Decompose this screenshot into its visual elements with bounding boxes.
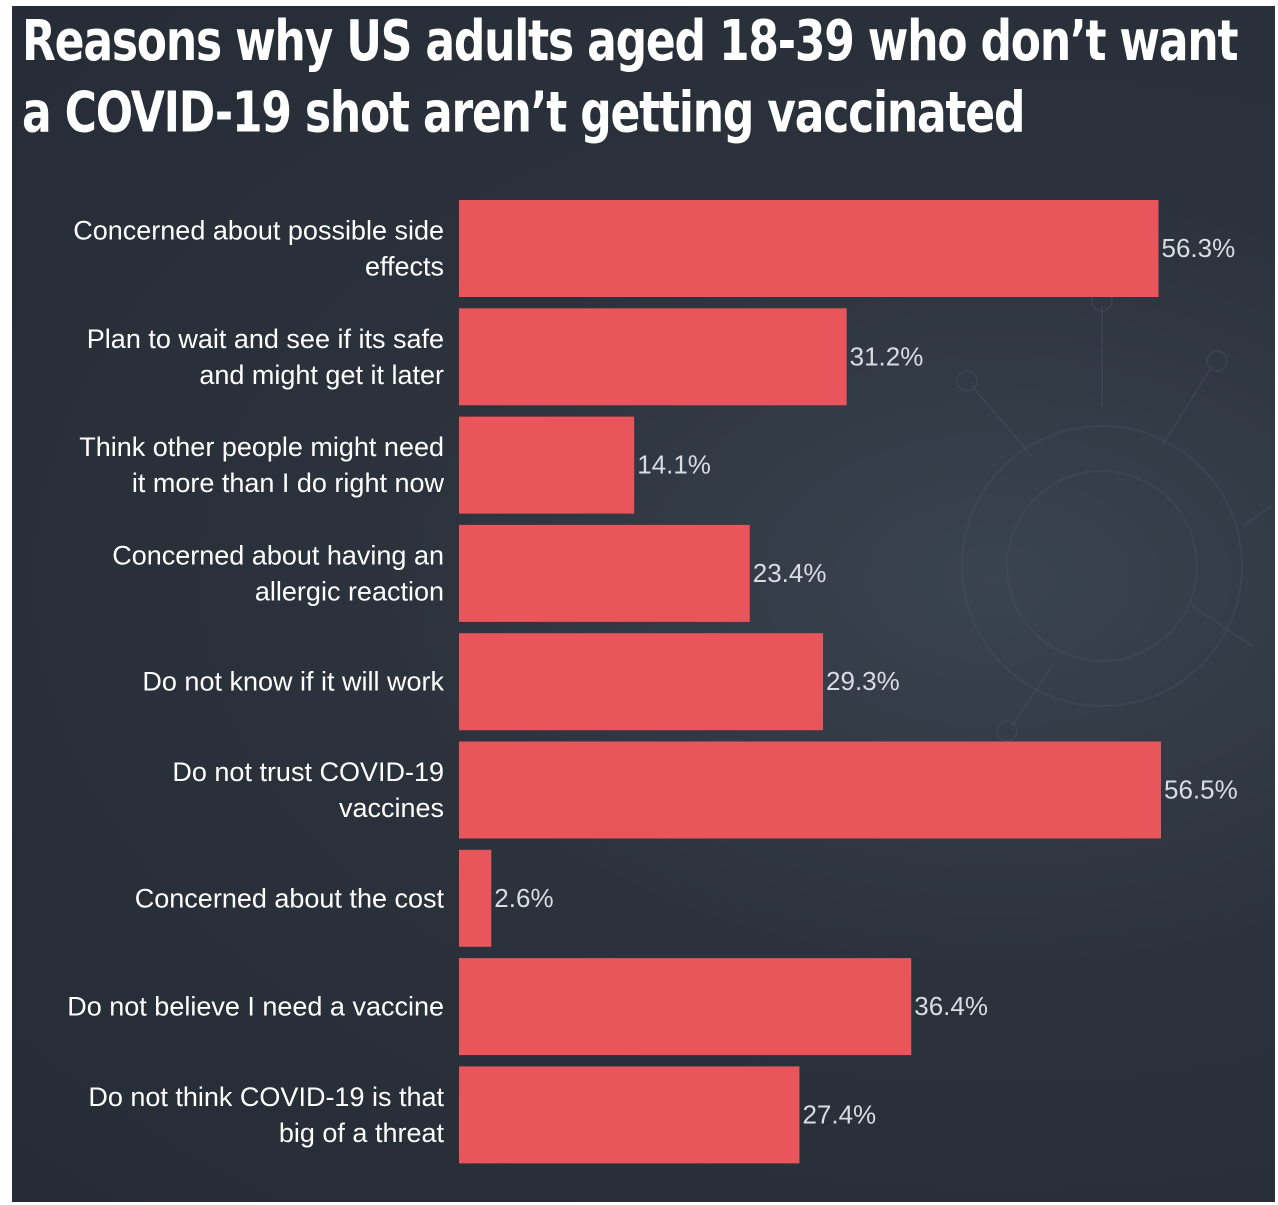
- bar-group: 56.3% Concerned about possible side effect…: [73, 200, 1235, 297]
- bar-group: 29.3% Do not know if it will work: [142, 633, 900, 731]
- bar-group: 27.4% Do not think COVID-19 is that big of…: [88, 1066, 876, 1164]
- bar: [459, 416, 635, 514]
- category-label-line: effects: [365, 252, 444, 282]
- bar: [459, 849, 492, 947]
- category-label: Do not believe I need a vaccine: [67, 992, 444, 1022]
- category-label-line: Do not trust COVID-19: [172, 757, 444, 787]
- category-label-line: big of a threat: [279, 1118, 445, 1148]
- category-label: Concerned about having an allergic reacti…: [112, 540, 444, 606]
- value-label: 27.4%: [802, 1099, 876, 1129]
- category-label-line: vaccines: [339, 793, 444, 823]
- value-label: 56.5%: [1164, 775, 1238, 805]
- category-label: Think other people might need it more tha…: [79, 432, 444, 498]
- background-virus-illustration: [956, 290, 1273, 742]
- chart-panel: Reasons why US adults aged 18-39 who don…: [12, 6, 1275, 1202]
- category-label-line: Concerned about the cost: [135, 883, 445, 913]
- value-label: 29.3%: [826, 666, 900, 696]
- category-label-line: Think other people might need: [79, 432, 444, 462]
- value-label: 36.4%: [914, 991, 988, 1021]
- bar-group: 56.5% Do not trust COVID-19 vaccines: [172, 741, 1238, 839]
- value-label: 2.6%: [494, 883, 553, 913]
- bar: [459, 200, 1159, 297]
- category-label: Concerned about possible side effects: [73, 216, 444, 282]
- bar-group: 14.1% Think other people might need it mor…: [79, 416, 711, 514]
- bar: [459, 524, 750, 622]
- category-label-line: Do not think COVID-19 is that: [88, 1082, 444, 1112]
- bar-chart: 56.3% Concerned about possible side effect…: [67, 200, 1238, 1164]
- chart-title: Reasons why US adults aged 18-39 who don…: [22, 8, 1239, 146]
- bar: [459, 1066, 800, 1164]
- category-label: Concerned about the cost: [135, 883, 445, 913]
- bar-group: 36.4% Do not believe I need a vaccine: [67, 958, 988, 1056]
- category-label-line: Concerned about having an: [112, 540, 444, 570]
- bar: [459, 633, 824, 731]
- value-label: 14.1%: [637, 450, 711, 480]
- value-label: 23.4%: [753, 558, 827, 588]
- value-label: 56.3%: [1162, 233, 1236, 263]
- bar-group: 2.6% Concerned about the cost: [135, 849, 554, 947]
- category-label-line: Do not know if it will work: [142, 667, 444, 697]
- bar: [459, 308, 847, 406]
- category-label: Do not trust COVID-19 vaccines: [172, 757, 444, 823]
- value-label: 31.2%: [850, 341, 924, 371]
- bar-group: 31.2% Plan to wait and see if its safe and…: [87, 308, 924, 406]
- category-label: Do not know if it will work: [142, 667, 444, 697]
- category-label: Plan to wait and see if its safe and migh…: [87, 324, 444, 390]
- category-label-line: it more than I do right now: [132, 468, 445, 498]
- bar-group: 23.4% Concerned about having an allergic r…: [112, 524, 827, 622]
- category-label-line: allergic reaction: [255, 576, 444, 606]
- category-label-line: and might get it later: [199, 360, 444, 390]
- category-label: Do not think COVID-19 is that big of a th…: [88, 1082, 444, 1148]
- category-label-line: Concerned about possible side: [73, 216, 444, 246]
- category-label-line: Do not believe I need a vaccine: [67, 992, 444, 1022]
- bar: [459, 958, 912, 1056]
- bar: [459, 741, 1161, 839]
- category-label-line: Plan to wait and see if its safe: [87, 324, 444, 354]
